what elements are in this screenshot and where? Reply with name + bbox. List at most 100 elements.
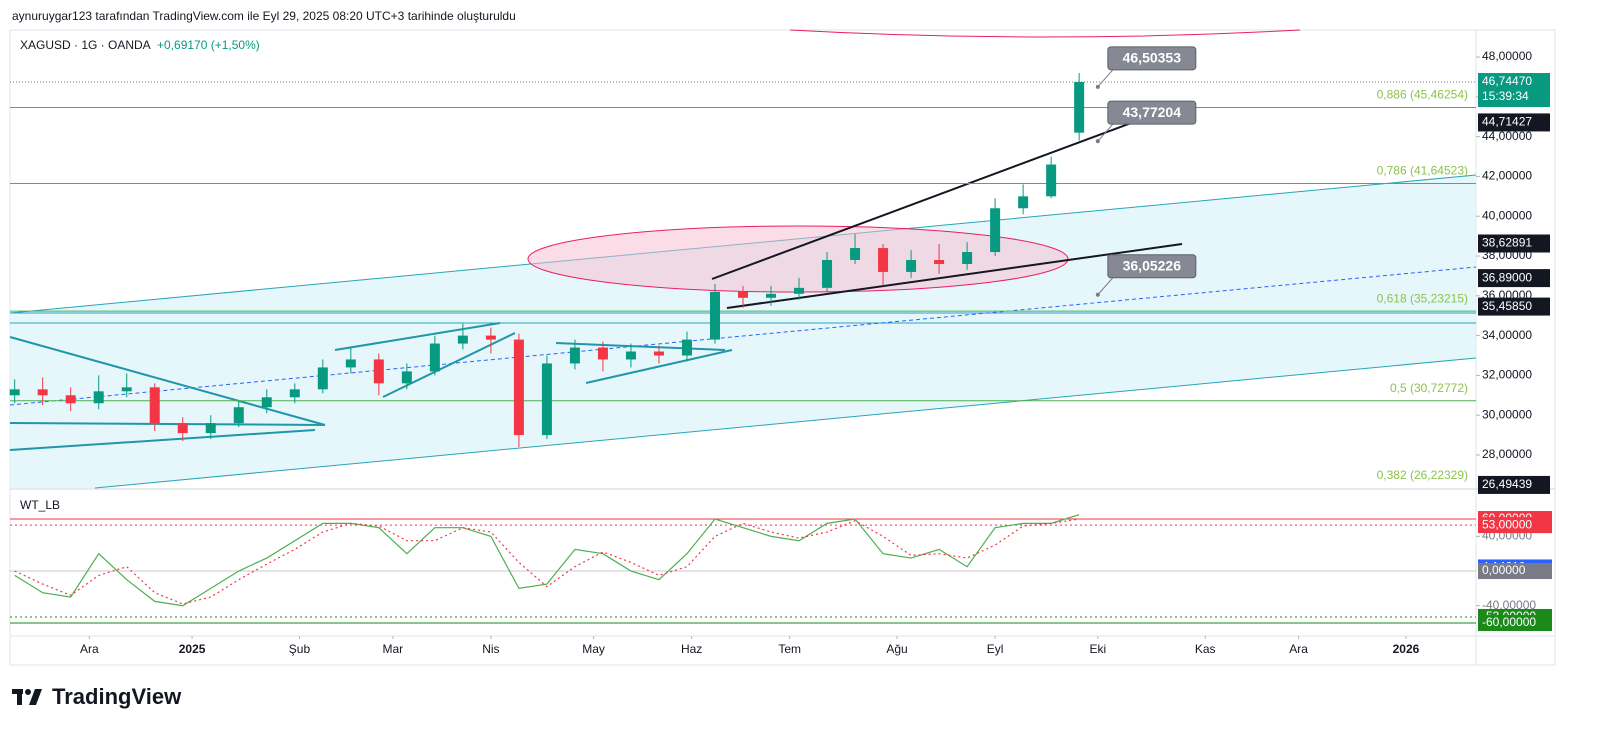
callout-dot bbox=[1095, 292, 1100, 297]
symbol: XAGUSD · 1G · OANDA bbox=[20, 38, 151, 52]
x-tick-label: May bbox=[582, 642, 605, 656]
candle-body bbox=[205, 423, 216, 434]
indicator-name: WT_LB bbox=[20, 498, 60, 512]
price-label-box bbox=[1478, 113, 1550, 132]
candle-body bbox=[9, 389, 20, 396]
candle-body bbox=[681, 339, 692, 356]
candle-body bbox=[345, 359, 356, 368]
y-tick-label: 32,00000 bbox=[1482, 368, 1532, 382]
callout-label: 46,50353 bbox=[1123, 50, 1182, 66]
triangles bbox=[9, 322, 733, 451]
ellipse bbox=[527, 225, 1069, 293]
ellipse-arc bbox=[789, 29, 1301, 38]
candle-body bbox=[401, 371, 412, 384]
price-label: 35,45850 bbox=[1482, 299, 1532, 313]
x-tick-label: Haz bbox=[681, 642, 702, 656]
price-label: 36,89000 bbox=[1482, 270, 1532, 284]
price-label-box bbox=[1478, 475, 1550, 494]
channel-fill bbox=[10, 175, 1476, 488]
candle-body bbox=[233, 407, 244, 424]
candle-body bbox=[906, 259, 917, 272]
x-tick-label: Kas bbox=[1195, 642, 1216, 656]
candle-body bbox=[850, 248, 861, 260]
ind-label-box bbox=[1478, 563, 1552, 580]
x-tick-label: Nis bbox=[482, 642, 499, 656]
y-tick-label: 28,00000 bbox=[1482, 447, 1532, 461]
candle-body bbox=[653, 351, 664, 356]
y-tick-label: 34,00000 bbox=[1482, 328, 1532, 342]
callout-box bbox=[1107, 46, 1197, 71]
price-label-box bbox=[1478, 297, 1550, 316]
x-tick-label: Eki bbox=[1089, 642, 1106, 656]
y-tick-label: 40,00000 bbox=[1482, 208, 1532, 222]
candle-body bbox=[962, 252, 973, 264]
x-tick-label: 2026 bbox=[1393, 642, 1420, 656]
price-label-time: 15:39:34 bbox=[1482, 89, 1529, 103]
candle-body bbox=[289, 389, 300, 398]
fib-label: 0,5 (30,72772) bbox=[1390, 381, 1468, 395]
fib-label: 0,786 (41,64523) bbox=[1377, 164, 1468, 178]
candle-body bbox=[149, 387, 160, 424]
candle-body bbox=[485, 335, 496, 340]
price-label-box bbox=[1478, 269, 1550, 288]
change: +0,69170 (+1,50%) bbox=[157, 38, 260, 52]
trend-line bbox=[711, 115, 1151, 280]
candle-body bbox=[1018, 196, 1029, 209]
dashed-trend bbox=[9, 266, 1477, 406]
ind-line bbox=[14, 518, 1080, 605]
x-tick-label: Ağu bbox=[886, 642, 907, 656]
candle-body bbox=[934, 259, 945, 264]
y-tick-label: 44,00000 bbox=[1482, 129, 1532, 143]
candle-body bbox=[93, 391, 104, 404]
callout-pointer bbox=[1097, 277, 1114, 296]
fib-label: 0,382 (26,22329) bbox=[1377, 468, 1468, 482]
candle-body bbox=[457, 335, 468, 344]
price-label-box bbox=[1478, 234, 1550, 253]
x-tick-label: 2025 bbox=[179, 642, 206, 656]
candle-body bbox=[709, 291, 720, 340]
price-label: 38,62891 bbox=[1482, 236, 1532, 250]
y-tick-label: 48,00000 bbox=[1482, 49, 1532, 63]
candle-body bbox=[513, 339, 524, 436]
x-tick-label: Ara bbox=[1289, 642, 1308, 656]
candle-body bbox=[65, 395, 76, 404]
candle-body bbox=[766, 293, 777, 298]
callout-box bbox=[1107, 100, 1197, 125]
y-tick-label: 42,00000 bbox=[1482, 169, 1532, 183]
candle-body bbox=[597, 347, 608, 360]
logo-icon bbox=[17, 689, 22, 705]
fib-label: 0,886 (45,46254) bbox=[1377, 88, 1468, 102]
callout-dot bbox=[1095, 84, 1100, 89]
price-label-box bbox=[1478, 73, 1550, 108]
x-tick-label: Ara bbox=[80, 642, 99, 656]
callout-label: 43,77204 bbox=[1123, 104, 1182, 120]
candle-body bbox=[794, 287, 805, 294]
ind-line bbox=[14, 514, 1080, 607]
logo: ⁠ TradingView bbox=[12, 684, 182, 709]
ind-label-box bbox=[1478, 517, 1552, 534]
candle-body bbox=[1046, 164, 1057, 197]
x-tick-label: Mar bbox=[383, 642, 404, 656]
header: aynuruygar123 tarafından TradingView.com… bbox=[12, 9, 516, 23]
candle-body bbox=[373, 359, 384, 384]
ind-tick-label: -40,00000 bbox=[1482, 598, 1536, 612]
candle-body bbox=[569, 347, 580, 364]
logo-icon bbox=[29, 689, 42, 705]
callout-dot bbox=[1095, 139, 1100, 144]
ind-label-box bbox=[1478, 615, 1552, 632]
candle-body bbox=[738, 291, 748, 298]
fib-label: 0,618 (35,23215) bbox=[1377, 291, 1468, 305]
channel-bottom bbox=[94, 357, 1477, 489]
candle-body bbox=[37, 389, 48, 396]
x-tick-label: Şub bbox=[289, 642, 311, 656]
candle-body bbox=[121, 387, 132, 392]
price-label: 46,74470 bbox=[1482, 74, 1532, 88]
ind-label: 0,00000 bbox=[1482, 563, 1526, 577]
trend-line bbox=[726, 243, 1183, 309]
price-label: 26,49439 bbox=[1482, 477, 1532, 491]
candle-body bbox=[429, 343, 440, 372]
candle-body bbox=[625, 351, 636, 360]
ind-label: 53,00000 bbox=[1482, 517, 1532, 531]
x-tick-label: Tem bbox=[778, 642, 801, 656]
callout-label: 36,05226 bbox=[1123, 257, 1182, 273]
